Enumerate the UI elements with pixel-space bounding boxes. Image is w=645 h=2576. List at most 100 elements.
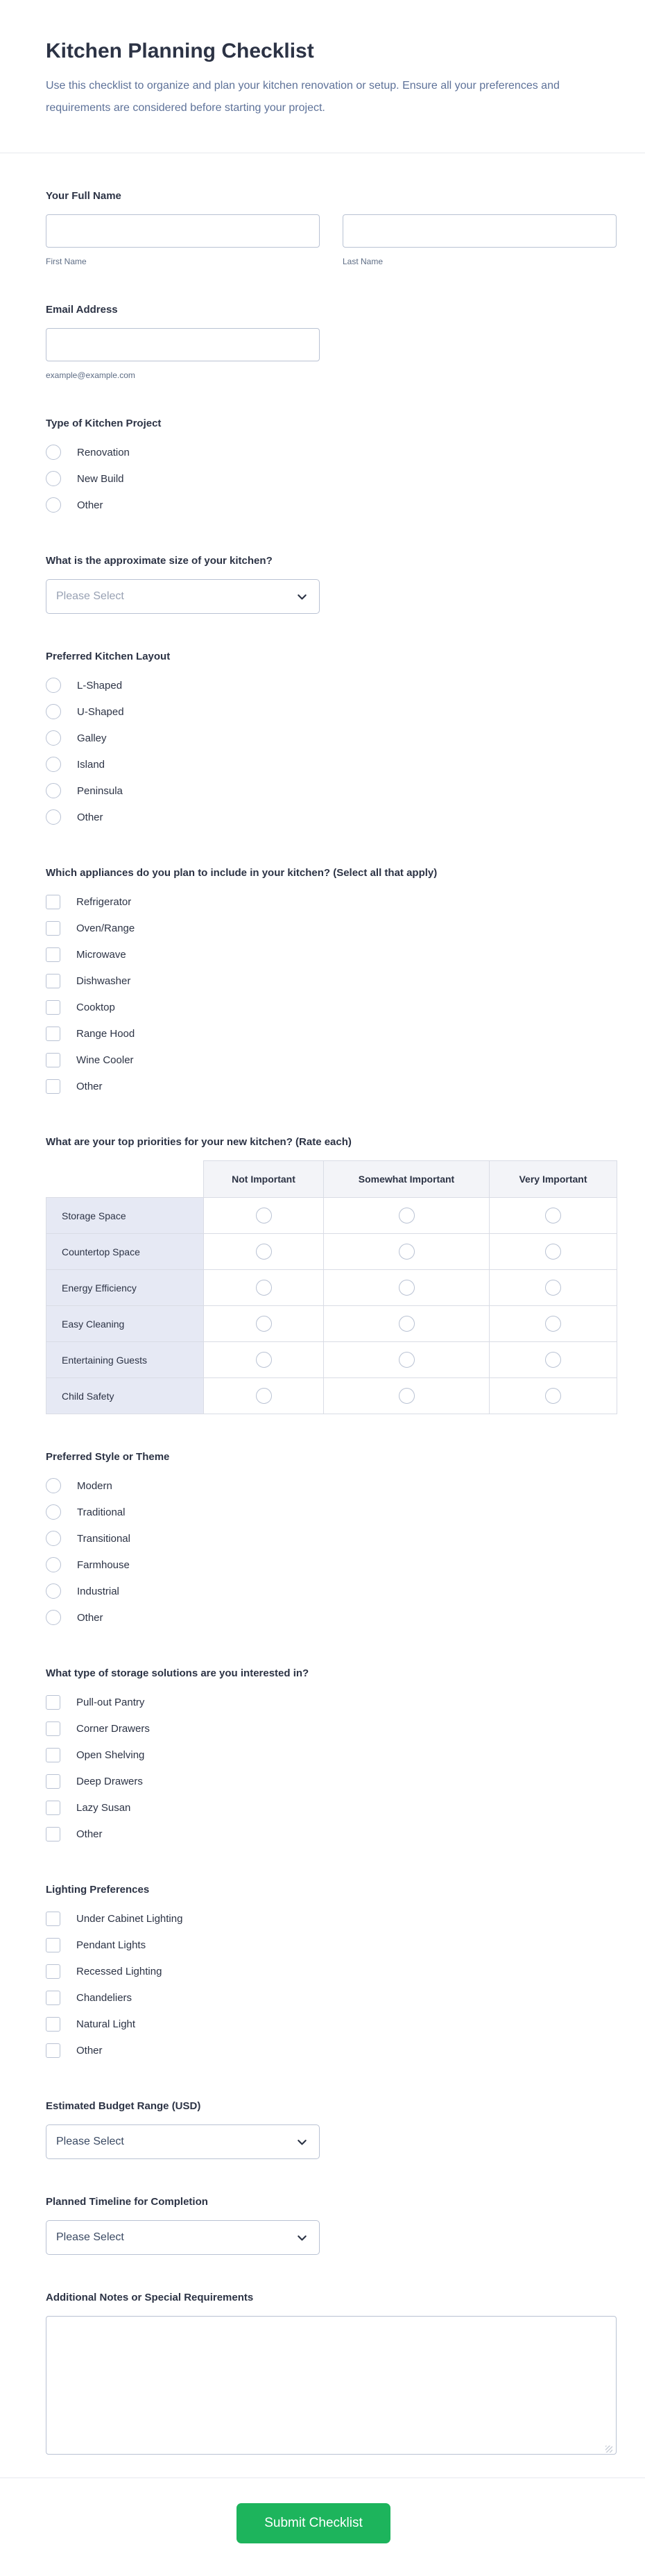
matrix-cell[interactable]: [323, 1377, 490, 1414]
matrix-radio[interactable]: [398, 1208, 415, 1223]
matrix-radio[interactable]: [255, 1244, 272, 1260]
radio-option-row[interactable]: Farmhouse: [46, 1552, 617, 1578]
radio-option-row[interactable]: Other: [46, 492, 617, 518]
radio-option-row[interactable]: Peninsula: [46, 778, 617, 804]
matrix-radio[interactable]: [545, 1208, 561, 1223]
checkbox-option-row[interactable]: Microwave: [46, 941, 617, 968]
matrix-radio[interactable]: [545, 1352, 561, 1368]
checkbox[interactable]: [46, 2043, 60, 2058]
checkbox-option-row[interactable]: Other: [46, 2037, 617, 2063]
checkbox[interactable]: [46, 894, 60, 909]
checkbox-option-row[interactable]: Oven/Range: [46, 915, 617, 941]
checkbox[interactable]: [46, 1079, 60, 1094]
matrix-radio[interactable]: [255, 1388, 272, 1404]
matrix-cell[interactable]: [489, 1197, 617, 1234]
radio-button[interactable]: [46, 1531, 61, 1546]
radio-option-row[interactable]: New Build: [46, 465, 617, 492]
checkbox-option-row[interactable]: Natural Light: [46, 2011, 617, 2037]
matrix-cell[interactable]: [203, 1377, 324, 1414]
email-input[interactable]: [46, 328, 320, 361]
matrix-radio[interactable]: [255, 1280, 272, 1296]
radio-button[interactable]: [46, 704, 61, 719]
matrix-cell[interactable]: [203, 1341, 324, 1378]
last-name-input[interactable]: [343, 214, 617, 248]
radio-option-row[interactable]: Renovation: [46, 439, 617, 465]
radio-button[interactable]: [46, 757, 61, 772]
checkbox[interactable]: [46, 999, 60, 1015]
checkbox[interactable]: [46, 1911, 60, 1926]
radio-button[interactable]: [46, 1557, 61, 1572]
radio-option-row[interactable]: Transitional: [46, 1525, 617, 1552]
checkbox[interactable]: [46, 947, 60, 962]
radio-option-row[interactable]: Other: [46, 804, 617, 830]
checkbox-option-row[interactable]: Other: [46, 1073, 617, 1099]
matrix-cell[interactable]: [323, 1269, 490, 1306]
checkbox-option-row[interactable]: Range Hood: [46, 1020, 617, 1047]
checkbox[interactable]: [46, 973, 60, 988]
checkbox[interactable]: [46, 2016, 60, 2032]
radio-option-row[interactable]: L-Shaped: [46, 672, 617, 698]
checkbox-option-row[interactable]: Recessed Lighting: [46, 1958, 617, 1984]
radio-option-row[interactable]: Traditional: [46, 1499, 617, 1525]
checkbox[interactable]: [46, 1800, 60, 1815]
radio-button[interactable]: [46, 783, 61, 798]
matrix-cell[interactable]: [489, 1269, 617, 1306]
checkbox-option-row[interactable]: Cooktop: [46, 994, 617, 1020]
checkbox[interactable]: [46, 1774, 60, 1789]
checkbox-option-row[interactable]: Lazy Susan: [46, 1794, 617, 1821]
matrix-radio[interactable]: [545, 1316, 561, 1332]
radio-button[interactable]: [46, 809, 61, 825]
checkbox[interactable]: [46, 1721, 60, 1736]
submit-button[interactable]: Submit Checklist: [237, 2503, 390, 2543]
checkbox[interactable]: [46, 1826, 60, 1841]
checkbox-option-row[interactable]: Open Shelving: [46, 1742, 617, 1768]
matrix-radio[interactable]: [255, 1316, 272, 1332]
checkbox[interactable]: [46, 1990, 60, 2005]
matrix-cell[interactable]: [203, 1305, 324, 1342]
checkbox-option-row[interactable]: Refrigerator: [46, 888, 617, 915]
radio-option-row[interactable]: Other: [46, 1604, 617, 1631]
first-name-input[interactable]: [46, 214, 320, 248]
radio-button[interactable]: [46, 497, 61, 513]
checkbox-option-row[interactable]: Corner Drawers: [46, 1715, 617, 1742]
radio-button[interactable]: [46, 730, 61, 746]
checkbox[interactable]: [46, 1747, 60, 1762]
radio-option-row[interactable]: Industrial: [46, 1578, 617, 1604]
matrix-radio[interactable]: [398, 1280, 415, 1296]
radio-button[interactable]: [46, 1583, 61, 1599]
checkbox[interactable]: [46, 920, 60, 936]
matrix-cell[interactable]: [203, 1197, 324, 1234]
matrix-radio[interactable]: [545, 1388, 561, 1404]
budget-select[interactable]: Please Select: [46, 2124, 320, 2159]
matrix-radio[interactable]: [398, 1316, 415, 1332]
notes-textarea[interactable]: [46, 2316, 617, 2455]
radio-option-row[interactable]: U-Shaped: [46, 698, 617, 725]
radio-button[interactable]: [46, 678, 61, 693]
timeline-select[interactable]: Please Select: [46, 2220, 320, 2255]
checkbox-option-row[interactable]: Wine Cooler: [46, 1047, 617, 1073]
matrix-radio[interactable]: [398, 1352, 415, 1368]
matrix-radio[interactable]: [398, 1388, 415, 1404]
matrix-cell[interactable]: [489, 1377, 617, 1414]
radio-option-row[interactable]: Island: [46, 751, 617, 778]
matrix-radio[interactable]: [255, 1352, 272, 1368]
matrix-cell[interactable]: [203, 1233, 324, 1270]
matrix-cell[interactable]: [323, 1341, 490, 1378]
checkbox-option-row[interactable]: Pull-out Pantry: [46, 1689, 617, 1715]
matrix-cell[interactable]: [323, 1233, 490, 1270]
matrix-cell[interactable]: [323, 1305, 490, 1342]
resize-handle-icon[interactable]: [605, 2446, 612, 2453]
checkbox[interactable]: [46, 1026, 60, 1041]
radio-button[interactable]: [46, 471, 61, 486]
checkbox-option-row[interactable]: Chandeliers: [46, 1984, 617, 2011]
matrix-cell[interactable]: [489, 1341, 617, 1378]
matrix-cell[interactable]: [203, 1269, 324, 1306]
checkbox[interactable]: [46, 1964, 60, 1979]
radio-button[interactable]: [46, 445, 61, 460]
checkbox-option-row[interactable]: Dishwasher: [46, 968, 617, 994]
matrix-radio[interactable]: [545, 1244, 561, 1260]
radio-button[interactable]: [46, 1610, 61, 1625]
checkbox[interactable]: [46, 1937, 60, 1952]
kitchen-size-select[interactable]: Please Select: [46, 579, 320, 614]
matrix-radio[interactable]: [255, 1208, 272, 1223]
